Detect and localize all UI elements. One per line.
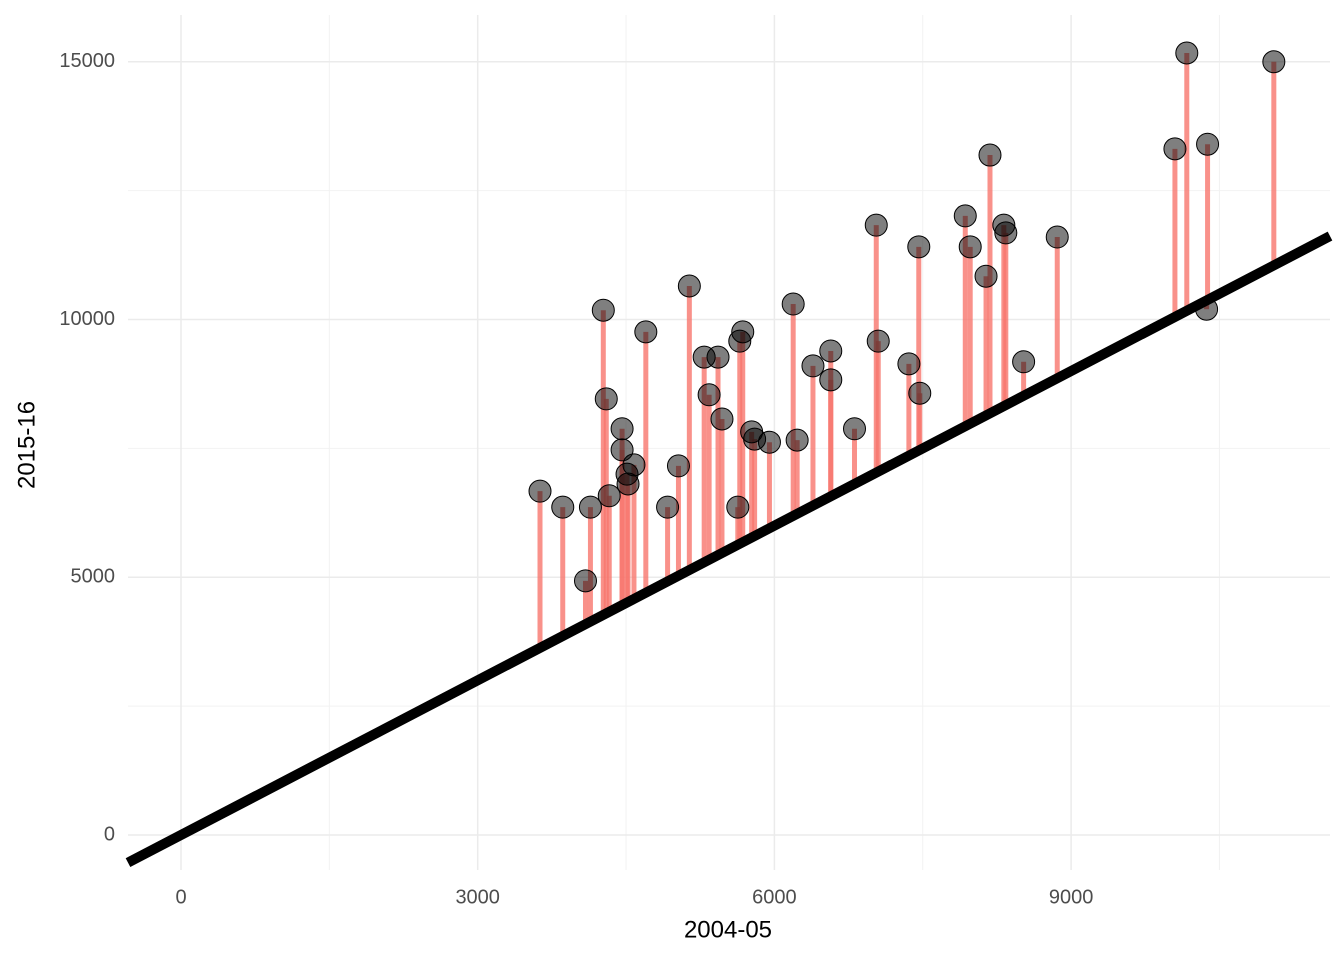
point (706, 345, 730, 369)
point (591, 298, 615, 322)
point (622, 453, 646, 477)
x-axis-title: 2004-05 (684, 916, 772, 943)
point (616, 472, 640, 496)
point (864, 213, 888, 237)
point (594, 387, 618, 411)
point (731, 320, 755, 344)
point (974, 264, 998, 288)
y-tick-label: 15000 (59, 50, 115, 72)
x-tick-label: 6000 (752, 886, 797, 908)
point (677, 274, 701, 298)
x-tick-label: 9000 (1049, 886, 1094, 908)
y-axis-title: 2015-16 (13, 401, 40, 489)
point (819, 368, 843, 392)
segments (537, 52, 1277, 648)
point (908, 381, 932, 405)
point (1196, 132, 1220, 156)
points (528, 41, 1286, 593)
point (907, 235, 931, 259)
y-tick-label: 10000 (59, 308, 115, 330)
point (757, 430, 781, 454)
point (785, 428, 809, 452)
point (528, 479, 552, 503)
identity-line (125, 231, 1333, 868)
point (994, 221, 1018, 245)
x-tick-label: 0 (175, 886, 186, 908)
point (866, 329, 890, 353)
point (1012, 350, 1036, 374)
point (1163, 137, 1187, 161)
grid (128, 15, 1330, 870)
point (801, 354, 825, 378)
y-tick-label: 0 (104, 823, 115, 845)
point (953, 204, 977, 228)
identity-layer (125, 231, 1333, 868)
point (897, 352, 921, 376)
point (551, 495, 575, 519)
point (1262, 50, 1286, 74)
point (597, 484, 621, 508)
point (656, 495, 680, 519)
point (697, 383, 721, 407)
point (1195, 297, 1219, 321)
point (781, 292, 805, 316)
point (578, 495, 602, 519)
point (819, 339, 843, 363)
point (666, 454, 690, 478)
point (573, 569, 597, 593)
point (710, 407, 734, 431)
x-tick-label: 3000 (455, 886, 500, 908)
y-tick-label: 5000 (71, 566, 116, 588)
point (978, 143, 1002, 167)
point (726, 495, 750, 519)
point (634, 320, 658, 344)
point (610, 417, 634, 441)
point (1045, 225, 1069, 249)
point (958, 235, 982, 259)
point (843, 417, 867, 441)
point (1175, 41, 1199, 65)
